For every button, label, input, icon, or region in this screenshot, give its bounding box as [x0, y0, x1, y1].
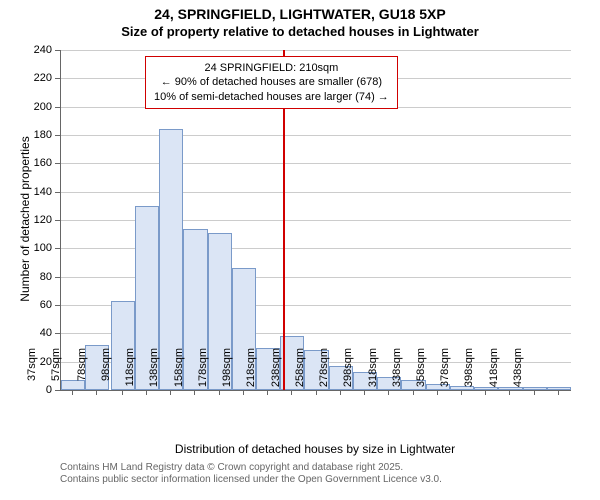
xtick-mark: [170, 390, 171, 395]
xtick-label: 138sqm: [148, 348, 160, 398]
xtick-mark: [194, 390, 195, 395]
ytick-mark: [55, 220, 60, 221]
gridline: [61, 50, 571, 51]
xtick-label: 98sqm: [100, 348, 112, 398]
ytick-label: 120: [22, 214, 52, 226]
xtick-label: 57sqm: [50, 348, 62, 398]
xtick-mark: [461, 390, 462, 395]
xtick-mark: [96, 390, 97, 395]
ytick-label: 40: [22, 327, 52, 339]
xtick-label: 338sqm: [391, 348, 403, 398]
xtick-mark: [219, 390, 220, 395]
xtick-label: 258sqm: [294, 348, 306, 398]
xtick-label: 358sqm: [415, 348, 427, 398]
ytick-label: 240: [22, 44, 52, 56]
ytick-mark: [55, 277, 60, 278]
ytick-mark: [55, 50, 60, 51]
xtick-label: 438sqm: [512, 348, 524, 398]
xtick-mark: [316, 390, 317, 395]
chart-container: 24, SPRINGFIELD, LIGHTWATER, GU18 5XP Si…: [0, 0, 600, 500]
xtick-mark: [340, 390, 341, 395]
ytick-label: 220: [22, 72, 52, 84]
ytick-label: 140: [22, 186, 52, 198]
ytick-label: 200: [22, 101, 52, 113]
xtick-mark: [243, 390, 244, 395]
annotation-line: ← 90% of detached houses are smaller (67…: [154, 75, 389, 89]
xtick-label: 198sqm: [221, 348, 233, 398]
annotation-line: 10% of semi-detached houses are larger (…: [154, 90, 389, 104]
xtick-mark: [146, 390, 147, 395]
xtick-label: 398sqm: [463, 348, 475, 398]
footer-line: Contains HM Land Registry data © Crown c…: [60, 462, 442, 474]
xtick-label: 218sqm: [245, 348, 257, 398]
xtick-mark: [413, 390, 414, 395]
ytick-label: 60: [22, 299, 52, 311]
xtick-label: 158sqm: [173, 348, 185, 398]
xtick-mark: [437, 390, 438, 395]
ytick-mark: [55, 192, 60, 193]
xtick-label: 37sqm: [26, 348, 38, 398]
footer-attribution: Contains HM Land Registry data © Crown c…: [60, 462, 442, 486]
xtick-mark: [364, 390, 365, 395]
ytick-mark: [55, 333, 60, 334]
gridline: [61, 192, 571, 193]
gridline: [61, 135, 571, 136]
xtick-mark: [72, 390, 73, 395]
xtick-label: 118sqm: [124, 348, 136, 398]
ytick-label: 100: [22, 242, 52, 254]
ytick-mark: [55, 248, 60, 249]
ytick-mark: [55, 78, 60, 79]
x-axis-label: Distribution of detached houses by size …: [60, 442, 570, 456]
xtick-label: 298sqm: [342, 348, 354, 398]
xtick-label: 418sqm: [488, 348, 500, 398]
ytick-label: 160: [22, 157, 52, 169]
annotation-line: 24 SPRINGFIELD: 210sqm: [154, 61, 389, 75]
chart-title: 24, SPRINGFIELD, LIGHTWATER, GU18 5XP: [0, 6, 600, 22]
xtick-label: 378sqm: [439, 348, 451, 398]
footer-line: Contains public sector information licen…: [60, 474, 442, 486]
xtick-label: 78sqm: [76, 348, 88, 398]
xtick-label: 178sqm: [197, 348, 209, 398]
xtick-label: 318sqm: [367, 348, 379, 398]
xtick-mark: [388, 390, 389, 395]
ytick-mark: [55, 163, 60, 164]
xtick-mark: [122, 390, 123, 395]
ytick-mark: [55, 107, 60, 108]
gridline: [61, 163, 571, 164]
chart-subtitle: Size of property relative to detached ho…: [0, 24, 600, 39]
xtick-mark: [291, 390, 292, 395]
xtick-label: 278sqm: [318, 348, 330, 398]
xtick-mark: [558, 390, 559, 395]
xtick-mark: [509, 390, 510, 395]
annotation-box: 24 SPRINGFIELD: 210sqm← 90% of detached …: [145, 56, 398, 109]
ytick-mark: [55, 135, 60, 136]
ytick-label: 80: [22, 271, 52, 283]
xtick-mark: [485, 390, 486, 395]
xtick-mark: [534, 390, 535, 395]
ytick-mark: [55, 305, 60, 306]
ytick-label: 180: [22, 129, 52, 141]
xtick-label: 238sqm: [270, 348, 282, 398]
xtick-mark: [267, 390, 268, 395]
histogram-bar: [547, 387, 571, 390]
